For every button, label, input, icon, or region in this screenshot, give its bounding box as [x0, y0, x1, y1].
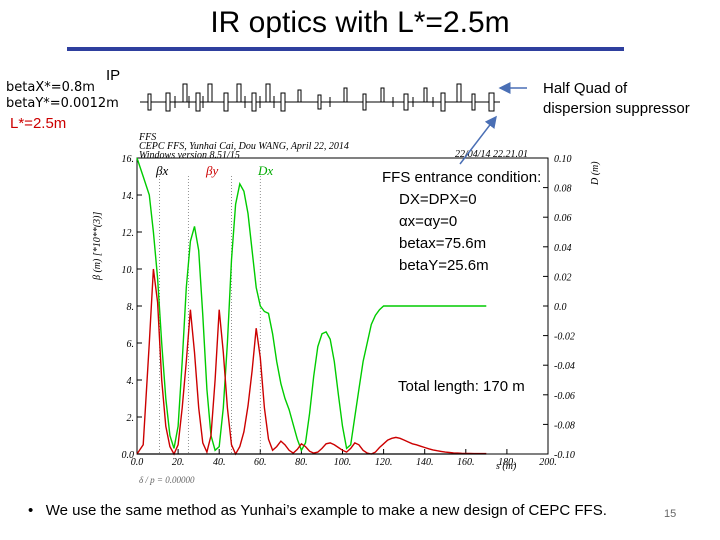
half-quad-annotation: Half Quad of dispersion suppressor [543, 79, 690, 119]
y2-tick-label: 0.08 [554, 184, 572, 195]
y-tick-label: 0.0 [122, 450, 135, 461]
y2-tick-label: -0.08 [554, 420, 575, 431]
lattice-magnet [423, 87, 428, 103]
ffs-condition-betax: betax=75.6m [399, 235, 487, 252]
series-betay [136, 157, 487, 452]
chart-header-line-3: Windows version 8.51/15 [139, 150, 240, 161]
y-tick-label: 14. [122, 191, 135, 202]
lstar-label: L*=2.5m [10, 115, 67, 132]
x-tick-label: 160. [457, 457, 475, 468]
y-tick-label: 12. [122, 228, 135, 239]
ffs-condition-betay: betaY=25.6m [399, 257, 489, 274]
lattice-magnet [251, 92, 257, 112]
legend-betay: βy [205, 163, 218, 178]
lattice-magnet [380, 87, 385, 103]
x-tick-label: 180. [498, 457, 516, 468]
lattice-magnet [236, 83, 242, 103]
lattice-magnet [317, 94, 322, 110]
chart-header-line-1: FFS [138, 132, 156, 143]
lattice-magnet [343, 87, 348, 103]
x-tick-label: 0.0 [131, 457, 144, 468]
y2-tick-label: -0.02 [554, 332, 575, 343]
y-axis-label-left: β (m) [*10**(3)] [92, 212, 103, 281]
lattice-magnet [297, 89, 302, 103]
ffs-condition-alpha: αx=αy=0 [399, 213, 458, 230]
total-length: Total length: 170 m [398, 378, 525, 395]
lattice-magnet [182, 83, 188, 103]
y-tick-label: 8. [127, 302, 135, 313]
ffs-condition-dispersion: DX=DPX=0 [399, 191, 477, 208]
x-tick-label: 40. [213, 457, 226, 468]
y-axis-label-right: D (m) [590, 161, 601, 186]
y-tick-label: 4. [127, 376, 135, 387]
betax-star: betaX*=0.8m [6, 80, 95, 95]
y-tick-label: 16. [122, 154, 135, 165]
lattice-magnet [403, 93, 409, 111]
lattice-magnet [147, 93, 152, 111]
x-tick-label: 100. [334, 457, 352, 468]
lattice-magnet [440, 92, 446, 112]
half-quad-line-2: dispersion suppressor [543, 100, 690, 117]
ffs-entrance-arrow [459, 115, 497, 165]
ffs-heading: FFS entrance condition: [382, 169, 542, 186]
lattice-magnet [265, 83, 271, 103]
y2-tick-label: -0.06 [554, 391, 575, 402]
footer-text: We use the same method as Yunhai’s examp… [45, 502, 607, 519]
y2-tick-label: -0.10 [554, 450, 575, 461]
ffs-entrance-conditions: FFS entrance condition: DX=DPX=0 αx=αy=0… [382, 167, 541, 277]
lattice-magnet [165, 92, 171, 112]
y2-tick-label: 0.06 [554, 213, 572, 224]
y-tick-label: 10. [122, 265, 135, 276]
lattice-magnet [456, 83, 462, 103]
y-tick-label: 2. [127, 413, 135, 424]
footer-bullet: • We use the same method as Yunhai’s exa… [28, 502, 607, 519]
lattice-magnet [280, 92, 286, 112]
x-tick-label: 200. [539, 457, 557, 468]
y2-tick-label: 0.02 [554, 272, 572, 283]
legend-betax: βx [155, 163, 168, 178]
lattice-magnet [488, 92, 495, 112]
x-tick-label: 120. [375, 457, 393, 468]
series-betax [136, 268, 487, 456]
slide-title: IR optics with L*=2.5m [210, 6, 510, 39]
chart-header-line-2: CEPC FFS, Yunhai Cai, Dou WANG, April 22… [139, 141, 349, 152]
x-tick-label: 20. [172, 457, 185, 468]
bottom-note: δ / p = 0.00000 [139, 475, 195, 485]
ip-label: IP [106, 67, 121, 84]
lattice-magnet [362, 93, 367, 111]
y2-tick-label: -0.04 [554, 361, 575, 372]
lattice-magnet-layout [140, 83, 500, 112]
lattice-magnet [195, 92, 201, 112]
beta-star-values: betaX*=0.8m betaY*=0.0012m [6, 80, 119, 112]
x-axis-label: s (m) [496, 461, 517, 472]
betay-star: betaY*=0.0012m [6, 96, 119, 111]
page-number: 15 [664, 508, 677, 520]
lattice-magnet [223, 92, 229, 112]
y2-tick-label: 0.10 [554, 154, 572, 165]
x-tick-label: 80. [295, 457, 308, 468]
y2-tick-label: 0.04 [554, 243, 572, 254]
half-quad-line-1: Half Quad of [543, 80, 628, 97]
x-tick-label: 60. [254, 457, 267, 468]
y2-tick-label: 0.0 [554, 302, 567, 313]
lattice-magnet [207, 83, 213, 103]
chart-header-date: 22/04/14 22.21.01 [455, 149, 528, 160]
legend-dx: Dx [257, 163, 273, 178]
title-underline [67, 47, 624, 51]
y-tick-label: 6. [127, 339, 135, 350]
lattice-magnet [471, 93, 476, 111]
x-tick-label: 140. [416, 457, 434, 468]
